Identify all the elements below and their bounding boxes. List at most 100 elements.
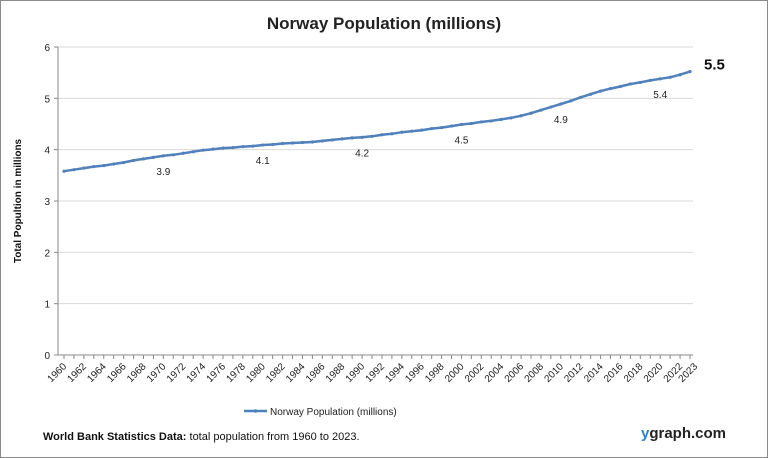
- x-tick-label: 1998: [423, 361, 447, 385]
- x-tick-label: 1982: [264, 361, 288, 385]
- y-tick-label: 0: [44, 351, 50, 362]
- data-point: [370, 134, 374, 138]
- data-label: 5.4: [653, 90, 667, 101]
- x-tick-label: 1986: [304, 361, 328, 385]
- data-point: [241, 144, 245, 149]
- data-point: [271, 142, 275, 147]
- x-tick-label: 2000: [443, 361, 467, 385]
- data-point: [479, 120, 483, 124]
- x-tick-label: 1974: [185, 361, 209, 385]
- data-point: [112, 162, 116, 166]
- data-point: [191, 150, 195, 154]
- data-point: [519, 114, 523, 118]
- data-point: [459, 122, 464, 127]
- brand-logo[interactable]: ygraph.com: [641, 425, 726, 442]
- data-label-emphasis: 5.5: [704, 57, 725, 74]
- data-point: [62, 169, 66, 173]
- legend-label: Norway Population (millions): [270, 407, 397, 418]
- data-point: [430, 127, 434, 131]
- data-point: [181, 151, 185, 155]
- data-point: [410, 129, 414, 133]
- x-tick-label: 2008: [523, 361, 547, 385]
- data-point: [360, 135, 364, 139]
- data-point: [489, 119, 493, 123]
- data-point: [678, 73, 682, 77]
- data-point: [131, 158, 136, 163]
- data-point: [589, 92, 593, 96]
- data-point: [141, 157, 146, 161]
- data-point: [102, 163, 106, 168]
- data-point: [569, 99, 573, 103]
- y-axis-label: Total Popultion in millions: [13, 138, 24, 263]
- data-label: 4.9: [554, 115, 568, 126]
- data-point: [330, 138, 334, 142]
- data-point: [539, 108, 543, 112]
- data-point: [171, 153, 175, 157]
- data-label: 4.1: [256, 156, 270, 167]
- x-tick-label: 1972: [165, 361, 189, 385]
- data-point: [161, 154, 165, 158]
- data-point: [400, 130, 404, 134]
- data-point: [201, 148, 205, 152]
- data-point: [499, 117, 503, 121]
- data-point: [549, 105, 553, 109]
- data-point: [628, 82, 632, 86]
- y-tick-label: 1: [44, 300, 50, 311]
- x-tick-label: 2002: [463, 361, 487, 385]
- data-point: [350, 136, 354, 140]
- data-point: [598, 89, 603, 93]
- data-point: [251, 144, 255, 148]
- data-point: [439, 125, 444, 130]
- data-point: [658, 77, 662, 81]
- chart-title: Norway Population (millions): [267, 14, 501, 33]
- data-point: [231, 146, 235, 150]
- x-tick-label: 2006: [503, 361, 527, 385]
- brand-rest: graph.com: [649, 425, 727, 442]
- data-point: [420, 128, 424, 132]
- x-tick-label: 2004: [483, 361, 507, 385]
- data-label: 3.9: [156, 167, 170, 178]
- x-tick-label: 1968: [125, 361, 149, 385]
- data-point: [390, 132, 394, 136]
- x-tick-label: 1978: [224, 361, 248, 385]
- legend-marker: [253, 409, 258, 413]
- data-point: [340, 137, 344, 141]
- x-tick-label: 1988: [324, 361, 348, 385]
- source-text: total population from 1960 to 2023.: [186, 431, 360, 443]
- x-tick-label: 1984: [284, 361, 308, 385]
- data-point: [92, 165, 96, 169]
- x-tick-label: 1980: [244, 361, 268, 385]
- data-label: 4.5: [455, 136, 469, 147]
- source-label: World Bank Statistics Data:: [43, 431, 187, 443]
- source-note: World Bank Statistics Data: total popula…: [43, 431, 360, 443]
- data-point: [221, 146, 225, 150]
- data-point: [608, 86, 613, 91]
- x-tick-label: 1970: [145, 361, 169, 385]
- data-point: [300, 140, 305, 145]
- x-tick-label: 1960: [46, 361, 70, 385]
- x-tick-label: 2016: [602, 361, 626, 385]
- data-point: [290, 141, 295, 145]
- x-tick-label: 1992: [364, 361, 388, 385]
- data-point: [281, 141, 285, 146]
- data-point: [688, 70, 692, 74]
- data-point: [320, 139, 324, 143]
- data-point: [618, 84, 623, 89]
- x-tick-label: 1996: [403, 361, 427, 385]
- data-point: [648, 78, 652, 82]
- data-point: [449, 124, 454, 128]
- data-point: [151, 155, 156, 159]
- data-point: [509, 116, 513, 120]
- x-tick-label: 1976: [205, 361, 229, 385]
- x-tick-label: 1966: [105, 361, 129, 385]
- brand-y: y: [641, 425, 650, 442]
- data-point: [529, 111, 533, 115]
- x-tick-label: 1964: [85, 361, 109, 385]
- y-tick-label: 2: [44, 248, 50, 259]
- data-point: [310, 140, 315, 144]
- data-point: [82, 166, 86, 170]
- x-tick-label: 1994: [383, 361, 407, 385]
- x-tick-label: 2014: [582, 361, 606, 385]
